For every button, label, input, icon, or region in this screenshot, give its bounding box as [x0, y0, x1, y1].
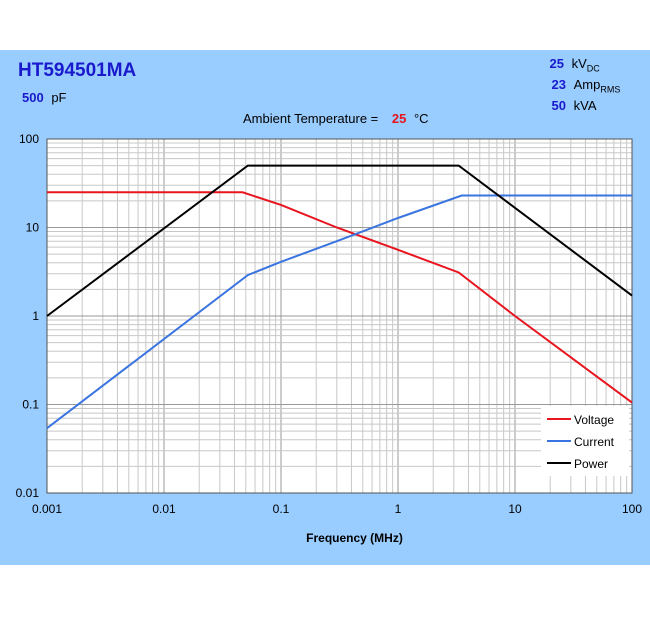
rating-unit: kVDC: [571, 56, 600, 74]
x-axis-label: Frequency (MHz): [306, 531, 403, 545]
rating-value: 23: [551, 77, 566, 92]
x-tick-label: 0.01: [152, 502, 176, 516]
legend: Voltage Current Power: [541, 406, 629, 476]
legend-label-voltage: Voltage: [574, 413, 614, 427]
y-tick-label: 0.1: [22, 398, 39, 412]
x-tick-label: 100: [622, 502, 642, 516]
rating-value: 25: [549, 56, 564, 71]
capacitance: 500 pF: [22, 90, 67, 105]
x-tick-label: 1: [395, 502, 402, 516]
series-line-current: [46, 194, 632, 429]
x-tick-label: 0.001: [32, 502, 62, 516]
series-line-power: [46, 164, 633, 317]
series-line-voltage: [47, 191, 633, 404]
y-tick-label: 1: [32, 309, 39, 323]
legend-label-power: Power: [574, 457, 608, 471]
rating-2: 50 kVA: [540, 98, 620, 116]
rating-1: 23 AmpRMS: [540, 77, 621, 95]
y-tick-label: 100: [19, 132, 39, 146]
part-number: HT594501MA: [18, 60, 137, 81]
rating-unit: kVA: [573, 98, 597, 113]
x-tick-label: 0.1: [273, 502, 290, 516]
ambient-temperature: Ambient Temperature = 25 °C: [243, 111, 429, 126]
y-tick-label: 10: [26, 221, 40, 235]
y-tick-label: 0.01: [16, 486, 40, 500]
rating-unit: AmpRMS: [573, 77, 621, 95]
x-tick-label: 10: [508, 502, 522, 516]
rating-value: 50: [551, 98, 566, 113]
legend-label-current: Current: [574, 435, 615, 449]
rating-0: 25 kVDC: [538, 56, 618, 74]
